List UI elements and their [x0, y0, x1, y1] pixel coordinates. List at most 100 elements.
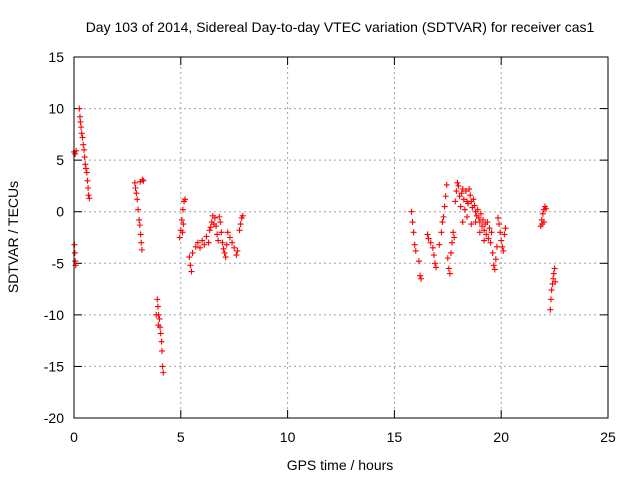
data-point-marker	[85, 184, 92, 191]
data-point-marker	[471, 202, 478, 209]
data-point-marker	[458, 190, 465, 197]
data-point-marker	[433, 264, 440, 271]
data-point-marker	[418, 275, 425, 282]
data-point-marker	[468, 221, 475, 228]
data-point-marker	[501, 231, 508, 238]
data-point-marker	[153, 311, 160, 318]
data-point-marker	[187, 262, 194, 269]
data-point-marker	[139, 176, 146, 183]
data-point-marker	[436, 241, 443, 248]
data-point-marker	[408, 208, 415, 215]
data-point-marker	[132, 184, 139, 191]
data-point-marker	[219, 239, 226, 246]
data-point-marker	[222, 254, 229, 261]
data-point-marker	[427, 239, 434, 246]
data-point-marker	[454, 179, 461, 186]
data-point-marker	[71, 249, 78, 256]
data-point-marker	[76, 105, 83, 112]
data-point-marker	[155, 322, 162, 329]
data-point-marker	[472, 219, 479, 226]
y-tick-label: -20	[44, 410, 64, 426]
data-point-marker	[85, 192, 92, 199]
data-point-marker	[131, 179, 138, 186]
data-point-marker	[493, 243, 500, 250]
data-point-marker	[82, 165, 89, 172]
data-point-marker	[492, 256, 499, 263]
data-point-marker	[459, 219, 466, 226]
data-point-marker	[213, 223, 220, 230]
data-point-marker	[201, 241, 208, 248]
data-point-marker	[442, 193, 449, 200]
data-point-marker	[486, 225, 493, 232]
data-point-marker	[490, 262, 497, 269]
data-point-marker	[223, 241, 230, 248]
x-tick-label: 15	[387, 429, 403, 445]
data-point-marker	[484, 219, 491, 226]
data-point-marker	[78, 130, 85, 137]
data-point-marker	[417, 272, 424, 279]
data-point-marker	[477, 210, 484, 217]
data-point-marker	[82, 161, 89, 168]
data-point-marker	[179, 229, 186, 236]
y-tick-label: 15	[48, 49, 64, 65]
x-tick-label: 0	[70, 429, 78, 445]
x-tick-labels: 0 5 10 15 20 25	[70, 429, 616, 445]
data-point-marker	[439, 219, 446, 226]
data-point-marker	[236, 227, 243, 234]
data-point-marker	[424, 231, 431, 238]
data-point-marker	[154, 296, 161, 303]
data-point-marker	[476, 229, 483, 236]
data-point-marker	[137, 231, 144, 238]
data-point-marker	[215, 237, 222, 244]
x-tick-label: 20	[493, 429, 509, 445]
data-point-marker	[135, 206, 142, 213]
data-point-marker	[497, 229, 504, 236]
plot-frame	[73, 56, 609, 419]
data-point-marker	[81, 146, 88, 153]
data-point-marker	[487, 239, 494, 246]
data-point-marker	[179, 206, 186, 213]
data-point-marker	[462, 188, 469, 195]
data-point-marker	[80, 141, 87, 148]
data-point-marker	[138, 246, 145, 253]
y-tick-label: 5	[56, 152, 64, 168]
data-point-marker	[217, 219, 224, 226]
data-point-marker	[474, 206, 481, 213]
data-point-marker	[543, 205, 550, 212]
data-point-marker	[552, 278, 559, 285]
data-point-marker	[489, 249, 496, 256]
data-point-marker	[220, 245, 227, 252]
data-point-marker	[84, 177, 91, 184]
data-point-marker	[76, 113, 83, 120]
data-point-marker	[460, 196, 467, 203]
data-point-marker	[214, 231, 221, 238]
data-point-marker	[456, 193, 463, 200]
data-point-marker	[189, 249, 196, 256]
data-point-marker	[445, 265, 452, 272]
data-point-marker	[192, 243, 199, 250]
data-point-marker	[481, 227, 488, 234]
data-point-marker	[448, 249, 455, 256]
data-points	[71, 105, 559, 376]
data-point-marker	[188, 268, 195, 275]
y-tick-label: -10	[44, 307, 64, 323]
data-point-marker	[78, 124, 85, 131]
data-point-marker	[226, 234, 233, 241]
data-point-marker	[231, 244, 238, 251]
x-tick-label: 25	[600, 429, 616, 445]
data-point-marker	[465, 200, 472, 207]
y-tick-label: 10	[48, 101, 64, 117]
chart-title: Day 103 of 2014, Sidereal Day-to-day VTE…	[86, 19, 595, 35]
x-tick-label: 5	[177, 429, 185, 445]
data-point-marker	[461, 206, 468, 213]
data-point-marker	[440, 213, 447, 220]
data-point-marker	[539, 221, 546, 228]
data-point-marker	[475, 214, 482, 221]
data-point-marker	[429, 244, 436, 251]
data-point-marker	[446, 270, 453, 277]
data-point-marker	[411, 241, 418, 248]
data-point-marker	[81, 154, 88, 161]
data-point-marker	[199, 237, 206, 244]
